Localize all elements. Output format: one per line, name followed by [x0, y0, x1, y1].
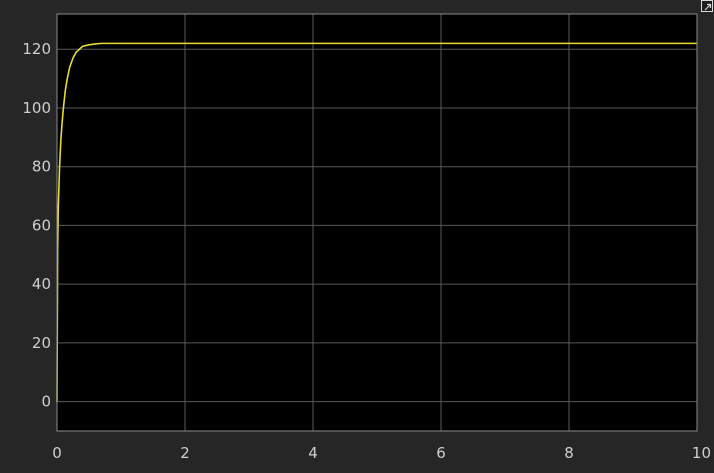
y-tick-label-0: 0: [41, 393, 51, 411]
x-tick-label-5: 10: [692, 444, 711, 462]
series-layer: [56, 42, 697, 402]
series-line-0: [56, 42, 697, 402]
grid: [57, 14, 697, 431]
y-tick-label-2: 40: [32, 275, 51, 293]
x-tick-labels: 0 2 4 6 8 10: [52, 444, 711, 462]
axes-background: [57, 14, 697, 431]
x-tick-label-0: 0: [52, 444, 62, 462]
x-tick-label-4: 8: [564, 444, 574, 462]
x-tick-label-1: 2: [180, 444, 190, 462]
x-tick-label-3: 6: [436, 444, 446, 462]
y-tick-label-6: 120: [22, 40, 51, 58]
y-tick-label-1: 20: [32, 334, 51, 352]
y-tick-label-5: 100: [22, 99, 51, 117]
y-tick-label-4: 80: [32, 158, 51, 176]
axes-border: [56, 13, 698, 432]
undock-arrow-icon[interactable]: [701, 0, 713, 12]
y-tick-labels: 0 20 40 60 80 100 120: [22, 40, 51, 410]
y-tick-label-3: 60: [32, 216, 51, 234]
x-tick-label-2: 4: [308, 444, 318, 462]
